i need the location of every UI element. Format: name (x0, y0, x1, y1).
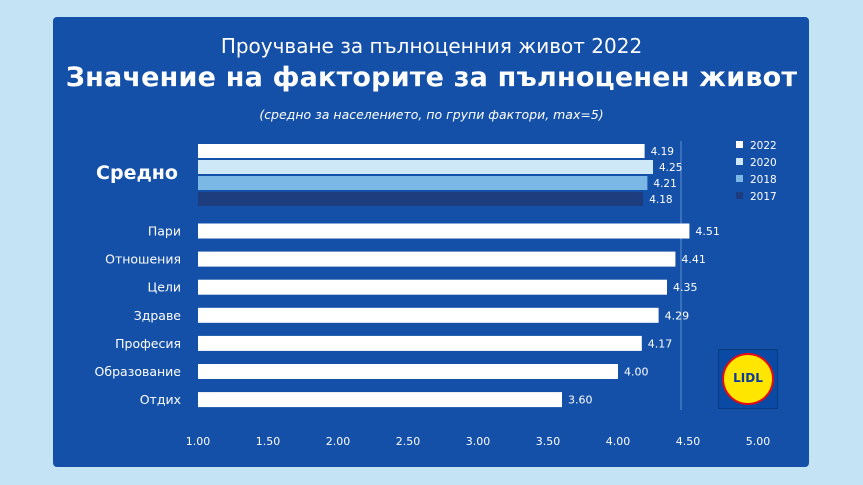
x-tick-label-1: 1.00 (186, 435, 211, 448)
value-label-4: 4.29 (665, 309, 690, 322)
bar-average-2020 (198, 160, 653, 174)
category-label-average: Средно (96, 162, 178, 184)
x-tick-label-8: 4.50 (676, 435, 701, 448)
legend-label-2018: 2018 (750, 174, 777, 186)
value-label-1: 4.51 (695, 225, 720, 238)
bar-4 (198, 307, 659, 323)
bar-average-2022 (198, 144, 645, 158)
legend-swatch-2017 (736, 192, 743, 199)
x-tick-label-7: 4.00 (606, 435, 631, 448)
legend-label-2017: 2017 (750, 191, 777, 203)
value-label-6: 4.00 (624, 366, 649, 379)
lidl-logo-text: LIDL (733, 371, 763, 385)
bar-average-2018 (198, 176, 648, 190)
value-label-7: 3.60 (568, 394, 593, 407)
legend-swatch-2018 (736, 175, 743, 182)
value-label-average-2022: 4.19 (651, 146, 674, 158)
x-tick-label-5: 3.00 (466, 435, 491, 448)
category-label-3: Цели (147, 280, 181, 295)
x-tick-label-6: 3.50 (536, 435, 561, 448)
legend-label-2020: 2020 (750, 157, 777, 169)
value-label-average-2018: 4.21 (653, 178, 676, 190)
lidl-logo-circle: LIDL (722, 353, 774, 405)
bar-7 (198, 392, 562, 408)
bar-1 (198, 223, 690, 239)
chart-note: (средно за населението, по групи фактори… (259, 107, 604, 122)
x-tick-label-2: 1.50 (256, 435, 281, 448)
chart-title: Значение на факторите за пълноценен живо… (65, 62, 798, 93)
value-label-2: 4.41 (681, 253, 706, 266)
value-label-average-2017: 4.18 (649, 194, 672, 206)
bar-5 (198, 335, 642, 351)
value-label-average-2020: 4.25 (659, 162, 682, 174)
x-tick-label-9: 5.00 (746, 435, 771, 448)
chart-panel (53, 17, 809, 467)
chart-subtitle-top: Проучване за пълноценния живот 2022 (220, 34, 643, 58)
category-label-2: Отношения (105, 252, 181, 267)
category-label-4: Здраве (134, 308, 182, 323)
bar-average-2017 (198, 192, 644, 206)
bar-3 (198, 279, 667, 295)
bar-2 (198, 251, 676, 267)
value-label-5: 4.17 (648, 337, 673, 350)
category-label-7: Отдих (140, 392, 181, 407)
x-tick-label-4: 2.50 (396, 435, 421, 448)
category-label-6: Образование (95, 364, 182, 379)
lidl-logo: LIDL (718, 349, 778, 409)
x-tick-label-3: 2.00 (326, 435, 351, 448)
bar-6 (198, 364, 618, 379)
legend-swatch-2022 (736, 141, 743, 148)
legend-label-2022: 2022 (750, 140, 777, 152)
category-label-5: Професия (115, 336, 181, 351)
legend-swatch-2020 (736, 158, 743, 165)
value-label-3: 4.35 (673, 281, 698, 294)
category-label-1: Пари (148, 224, 181, 239)
